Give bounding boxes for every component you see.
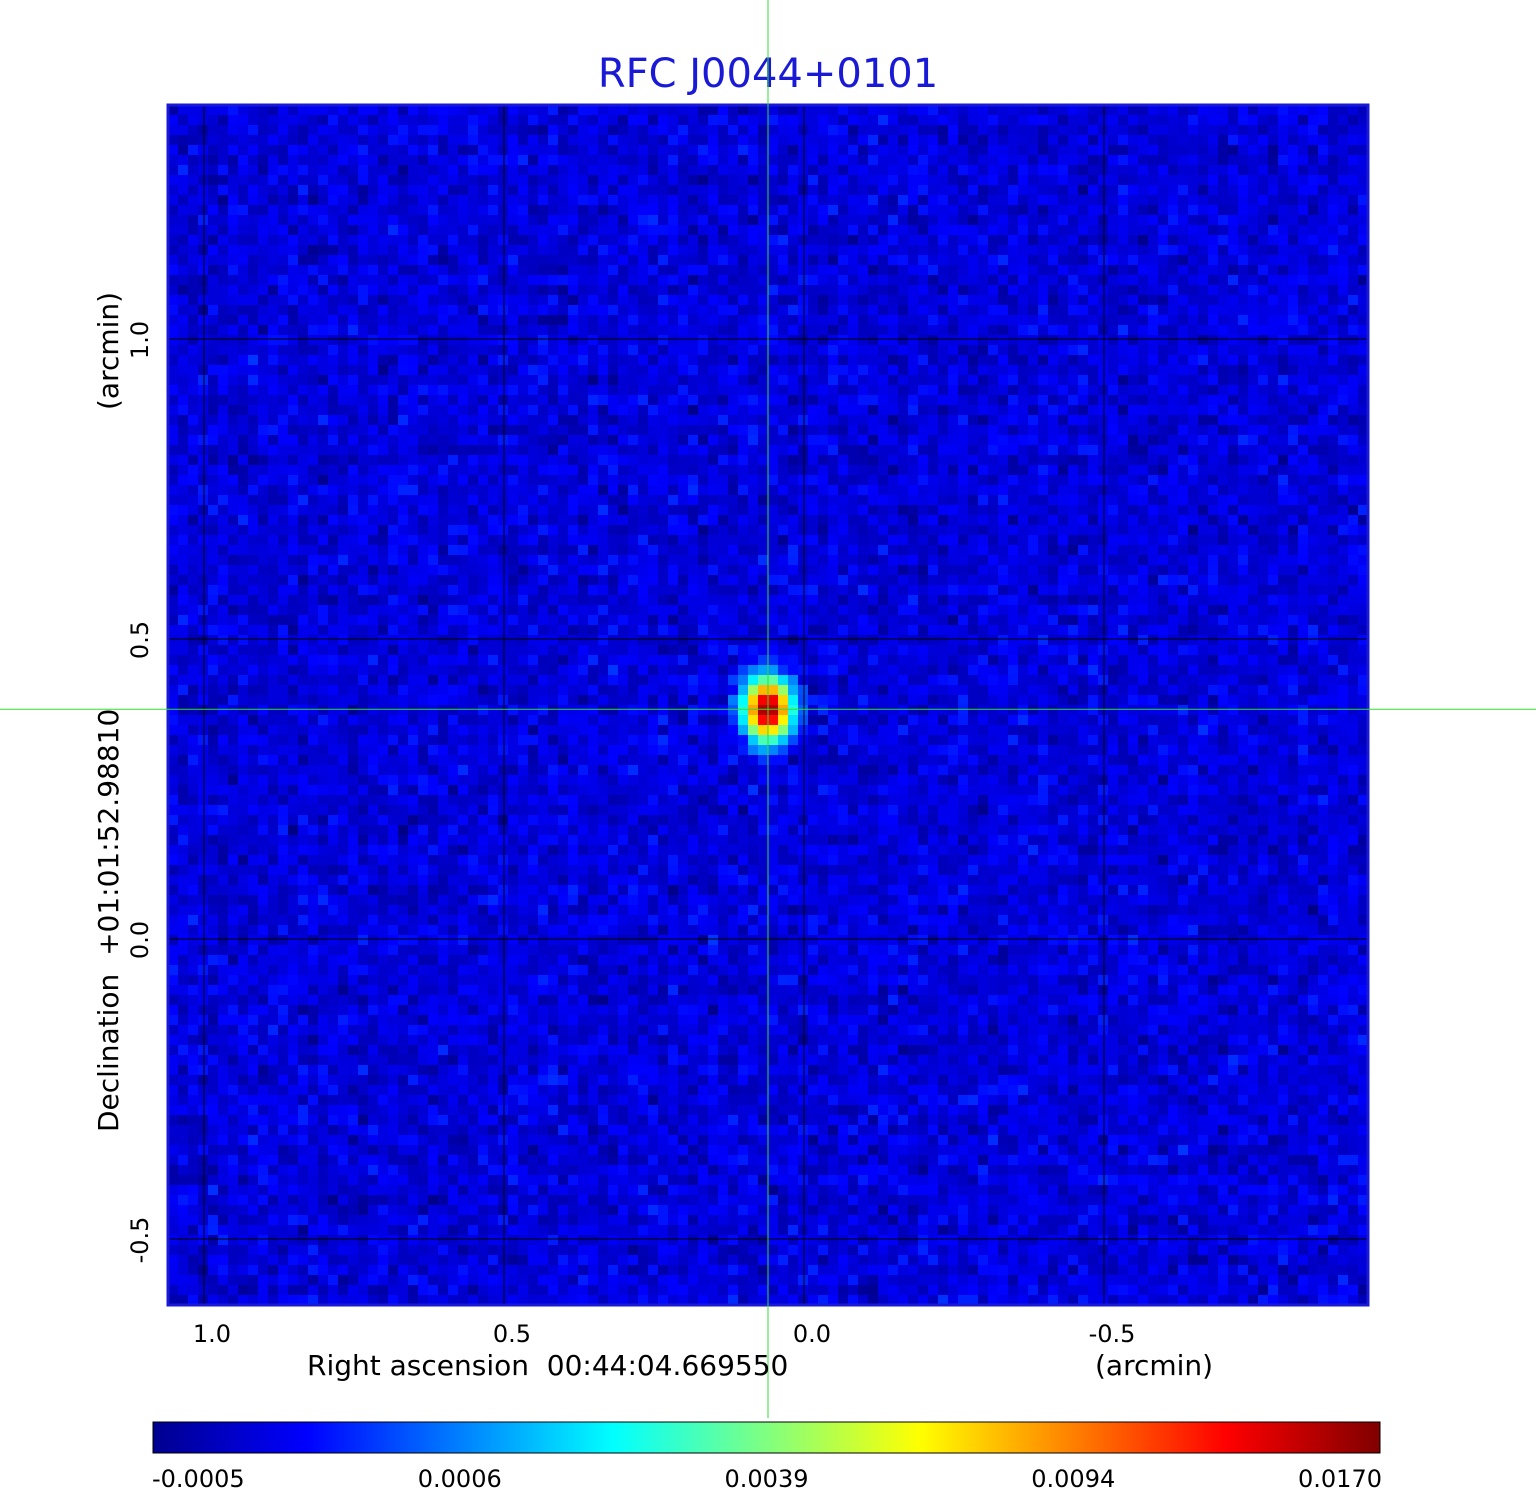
x-axis-label: Right ascension 00:44:04.669550 — [307, 1349, 788, 1382]
y-tick-label: 1.0 — [126, 321, 154, 359]
grid — [168, 105, 1368, 1305]
x-axis-unit: (arcmin) — [1095, 1349, 1213, 1382]
colorbar-tick-label: 0.0094 — [1031, 1465, 1115, 1493]
colorbar — [152, 1421, 1381, 1454]
image-heatmap — [168, 105, 1368, 1305]
colorbar-tick-label: 0.0006 — [418, 1465, 502, 1493]
y-tick-labels: 1.0 0.5 0.0 -0.5 — [126, 321, 154, 1264]
x-tick-label: 0.0 — [793, 1320, 831, 1348]
crosshair — [0, 0, 1536, 1418]
y-tick-label: 0.5 — [126, 621, 154, 659]
colorbar-tick-label: 0.0039 — [725, 1465, 809, 1493]
y-axis-label: Declination +01:01:52.98810 — [92, 709, 125, 1132]
colorbar-tick-label: -0.0005 — [152, 1465, 245, 1493]
x-tick-labels: 1.0 0.5 0.0 -0.5 — [193, 1320, 1136, 1348]
x-tick-label: 0.5 — [493, 1320, 531, 1348]
x-tick-label: 1.0 — [193, 1320, 231, 1348]
y-tick-label: -0.5 — [126, 1217, 154, 1264]
colorbar-tick-label: 0.0170 — [1298, 1465, 1382, 1493]
colorbar-tick-labels: -0.0005 0.0006 0.0039 0.0094 0.0170 — [152, 1465, 1382, 1493]
y-tick-label: 0.0 — [126, 921, 154, 959]
x-tick-label: -0.5 — [1089, 1320, 1136, 1348]
y-axis-unit: (arcmin) — [92, 292, 125, 410]
